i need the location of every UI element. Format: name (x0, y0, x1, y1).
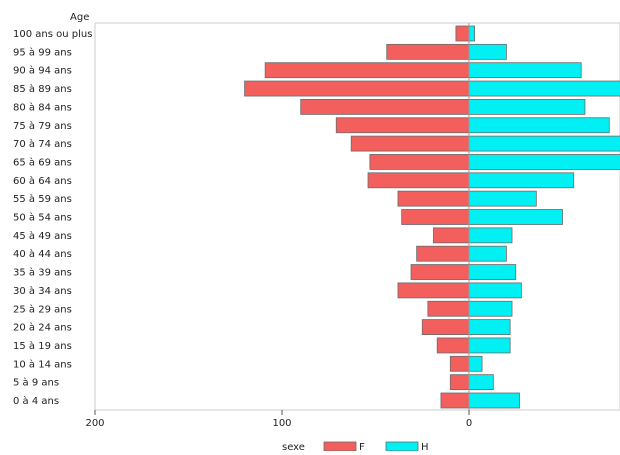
bar-h-2 (468, 62, 582, 79)
bar-f-19 (449, 374, 470, 391)
category-label: 75 à 79 ans (13, 120, 72, 132)
bar-f-2 (264, 62, 470, 79)
category-label: 100 ans ou plus (13, 29, 92, 40)
bar-f-15 (427, 300, 470, 317)
bar-h-16 (468, 319, 511, 336)
bar-h-10 (468, 209, 563, 225)
bar-f-3 (244, 80, 470, 97)
bar-f-8 (367, 172, 470, 189)
bar-h-18 (468, 355, 483, 372)
category-label: 70 à 74 ans (13, 138, 72, 150)
legend-title: sexe (282, 442, 305, 451)
category-label: 90 à 94 ans (13, 65, 72, 77)
legend-swatch-h (385, 441, 419, 452)
bar-f-20 (440, 392, 470, 409)
legend-swatch-f (323, 441, 357, 452)
bar-h-8 (468, 172, 575, 189)
bar-h-1 (468, 43, 507, 60)
x-tick-label: 0 (466, 418, 472, 429)
category-label: 45 à 49 ans (13, 230, 72, 242)
category-label: 40 à 44 ans (13, 248, 72, 260)
bar-h-7 (468, 154, 620, 170)
bar-f-18 (449, 355, 470, 372)
bar-h-15 (468, 300, 513, 317)
category-label: 65 à 69 ans (13, 156, 72, 168)
category-label: 5 à 9 ans (13, 377, 59, 389)
bar-h-14 (468, 282, 522, 299)
category-label: 0 à 4 ans (13, 395, 59, 407)
bar-h-5 (468, 117, 610, 134)
bar-f-11 (433, 227, 470, 244)
bar-h-19 (468, 374, 494, 391)
x-tick-label: 200 (85, 418, 104, 429)
category-label: 20 à 24 ans (13, 322, 72, 334)
bar-f-12 (416, 245, 470, 262)
category-label: 55 à 59 ans (13, 193, 72, 205)
bar-f-9 (397, 190, 470, 207)
bar-h-3 (468, 80, 620, 97)
bar-f-4 (300, 99, 470, 115)
bar-h-6 (468, 135, 620, 152)
bar-h-17 (468, 337, 511, 354)
bar-f-17 (436, 337, 470, 354)
category-label: 85 à 89 ans (13, 83, 72, 95)
bar-f-7 (369, 154, 470, 170)
category-label: 80 à 84 ans (13, 101, 72, 113)
bar-f-0 (455, 25, 470, 42)
plot-frame (94, 22, 620, 411)
bar-h-12 (468, 245, 507, 262)
bar-f-1 (386, 43, 470, 60)
bar-f-16 (421, 319, 470, 336)
bar-f-10 (401, 209, 470, 225)
category-label: 35 à 39 ans (13, 267, 72, 279)
category-label: 10 à 14 ans (13, 358, 72, 370)
x-tick-label: 100 (272, 418, 291, 429)
bar-h-11 (468, 227, 513, 244)
y-axis-title: Age (70, 12, 89, 23)
bar-f-6 (350, 135, 470, 152)
bar-f-14 (397, 282, 470, 299)
category-label: 30 à 34 ans (13, 285, 72, 297)
category-label: 60 à 64 ans (13, 175, 72, 187)
category-label: 95 à 99 ans (13, 46, 72, 58)
legend-label-h: H (421, 442, 429, 451)
bar-h-13 (468, 264, 517, 280)
bar-h-0 (468, 25, 476, 42)
legend-label-f: F (359, 442, 365, 451)
bar-h-4 (468, 99, 586, 115)
bar-f-5 (335, 117, 470, 134)
bar-h-20 (468, 392, 520, 409)
bar-f-13 (410, 264, 470, 280)
category-label: 15 à 19 ans (13, 340, 72, 352)
category-label: 25 à 29 ans (13, 303, 72, 315)
bar-h-9 (468, 190, 537, 207)
category-label: 50 à 54 ans (13, 212, 72, 224)
